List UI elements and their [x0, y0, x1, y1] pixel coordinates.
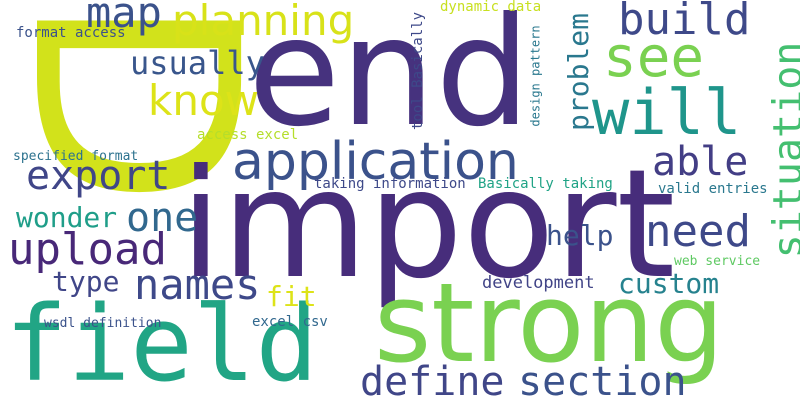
word-wonder: wonder [16, 201, 118, 234]
word-export: export [26, 153, 171, 199]
word-see: see [603, 25, 705, 90]
word-fit: fit [266, 280, 317, 313]
word-end: end [248, 0, 531, 160]
word-build: build [618, 0, 751, 45]
word-one: one [126, 195, 199, 241]
word-upload: upload [8, 224, 167, 275]
word-valid-entries: valid entries [658, 181, 768, 197]
word-problem: problem [562, 12, 596, 132]
word-custom: custom [618, 267, 720, 300]
word-tool-basically: tool Basically [410, 11, 427, 131]
word-taking-information: taking information [314, 176, 466, 192]
word-field: field [5, 283, 319, 400]
word-situation: situation [765, 41, 800, 259]
word-able: able [652, 139, 749, 185]
word-planning: planning [172, 0, 355, 45]
word-strong: strong [374, 259, 725, 387]
word-type: type [52, 265, 120, 298]
word-know: know [148, 76, 259, 125]
word-excel-csv: excel csv [252, 314, 328, 330]
word-names: names [134, 260, 261, 309]
word-section: section [518, 359, 687, 400]
word-import: import [180, 138, 676, 312]
word-need: need [645, 206, 751, 257]
word-dynamic-data: dynamic data [440, 0, 542, 15]
word-design-pattern: design pattern [528, 25, 543, 127]
word-web-service: web service [674, 254, 761, 269]
word-basically-taking: Basically taking [478, 176, 613, 192]
word-usually: usually [130, 44, 265, 82]
word-help: help [546, 219, 614, 252]
word-will: will [592, 76, 742, 149]
word-map: map [86, 0, 162, 37]
word-define: define [360, 359, 505, 400]
word-wsdl-definition: wsdl definition [44, 316, 162, 331]
word-specified-format: specified format [13, 149, 139, 164]
word-development: development [482, 273, 595, 293]
word-access-excel: access excel [197, 127, 299, 143]
word-format-access: format access [16, 25, 126, 41]
word-application: application [232, 132, 519, 192]
